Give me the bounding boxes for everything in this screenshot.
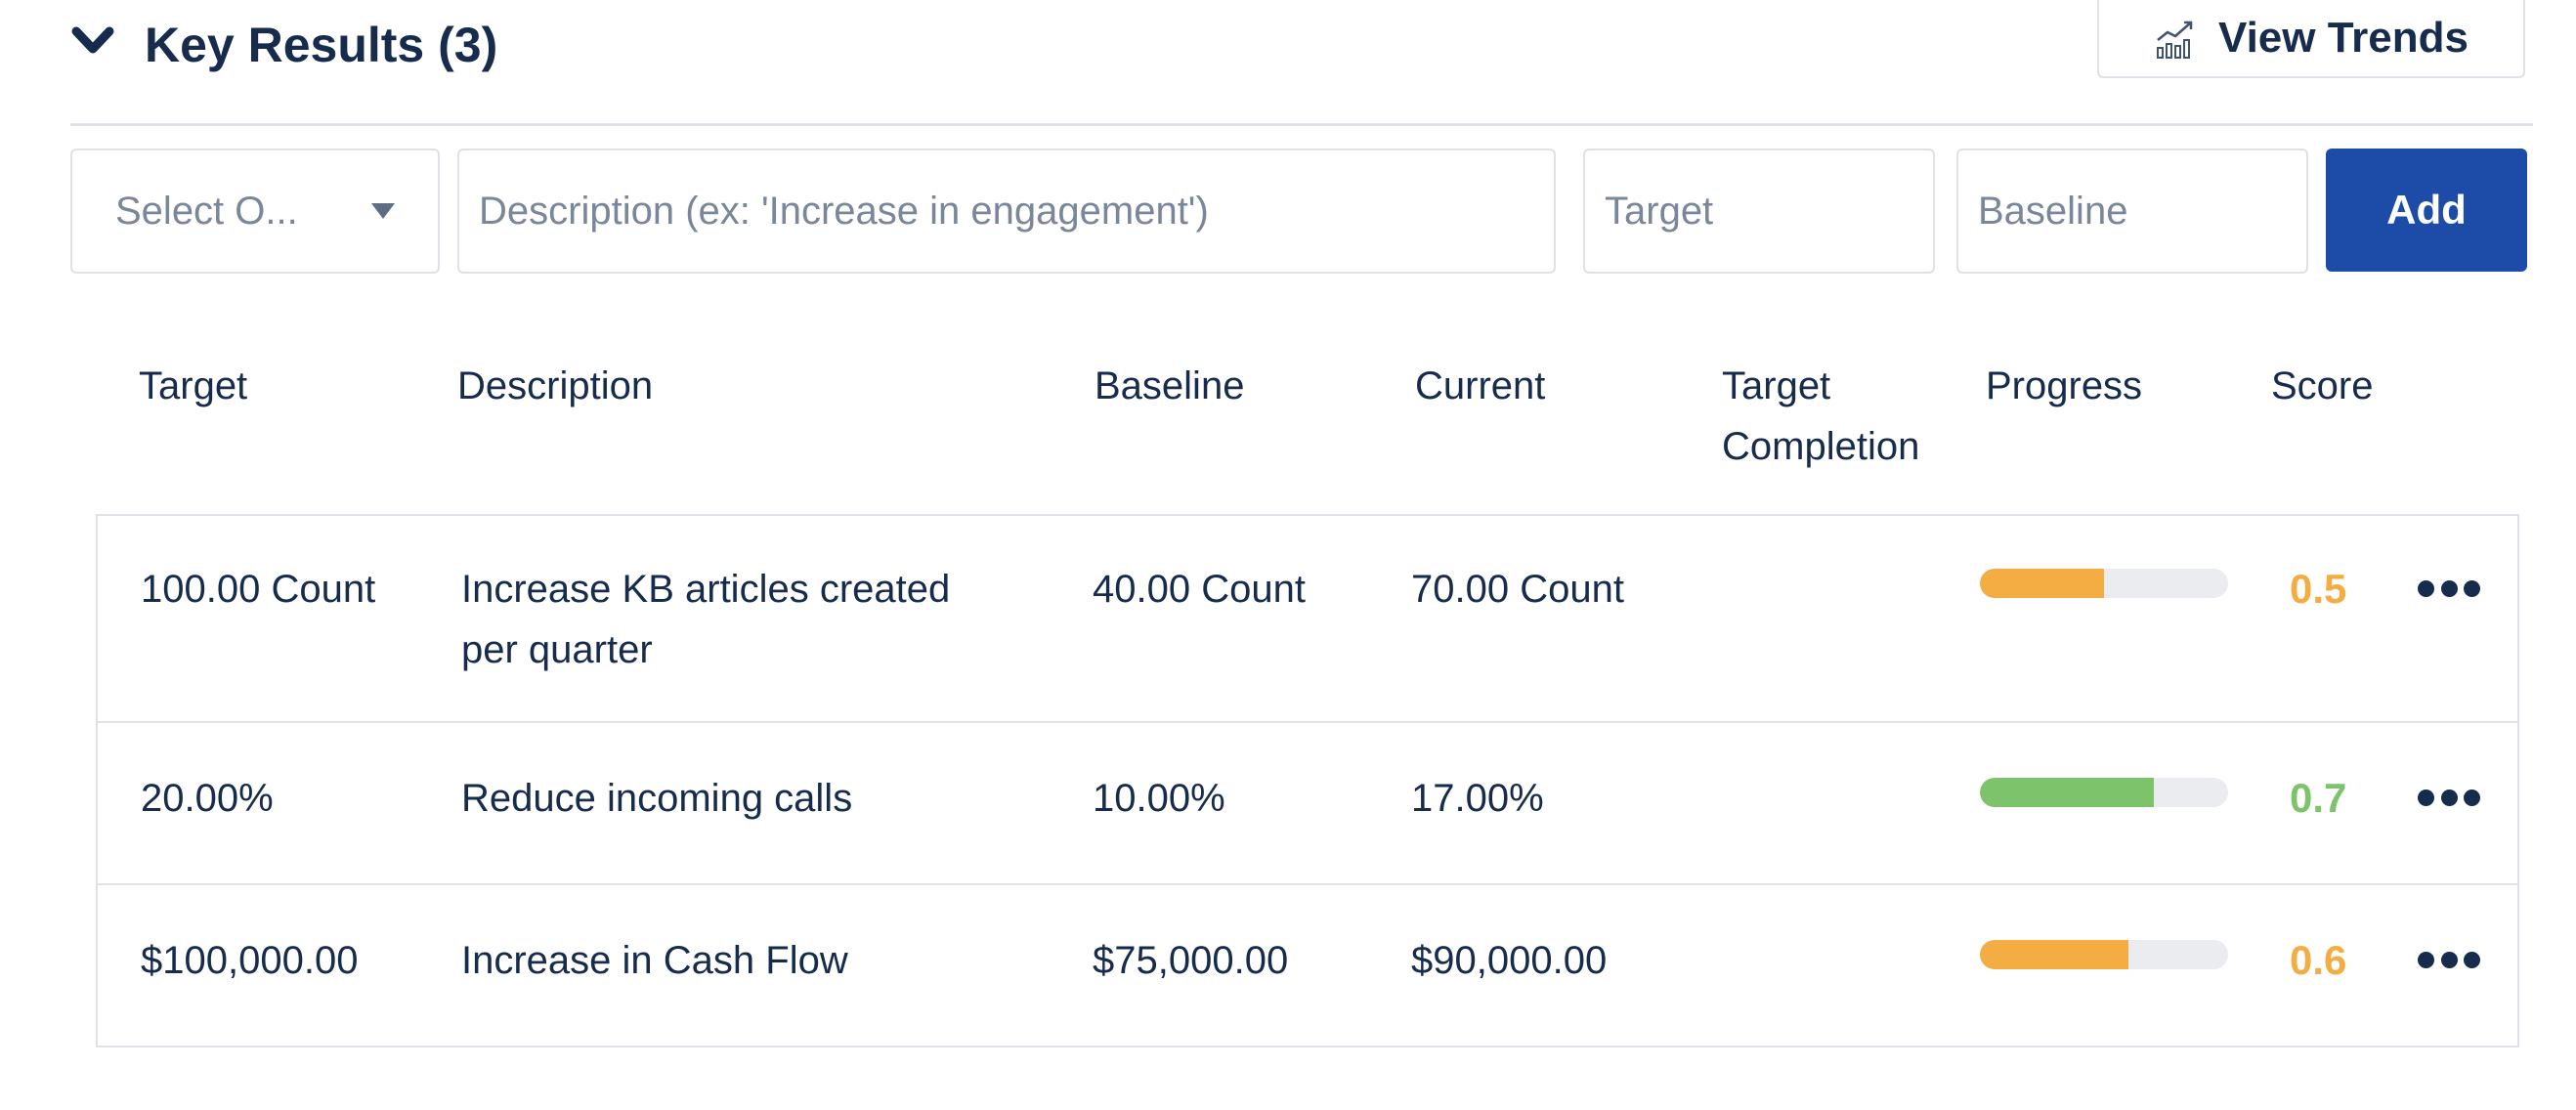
key-results-table <box>96 514 2519 1047</box>
more-horizontal-icon[interactable] <box>2418 580 2480 600</box>
row-current: 70.00 Count <box>1411 568 1624 611</box>
row-description-line1: Reduce incoming calls <box>461 777 853 820</box>
row-target: 100.00 Count <box>141 568 376 611</box>
column-header-target: Target <box>139 364 248 407</box>
column-header-target-completion: Target Completion <box>1722 356 1919 477</box>
objective-select-value: Select O... <box>115 189 298 233</box>
row-description-line1: Increase KB articles created <box>461 568 951 611</box>
more-horizontal-icon[interactable] <box>2418 790 2480 809</box>
column-header-description: Description <box>457 364 654 407</box>
row-description: Increase KB articles created per quarter <box>461 559 950 680</box>
description-input[interactable] <box>459 150 1554 272</box>
view-trends-label: View Trends <box>2218 13 2469 62</box>
section-title: Key Results (3) <box>145 18 498 72</box>
more-horizontal-icon[interactable] <box>2418 952 2480 971</box>
view-trends-button[interactable]: View Trends <box>2097 0 2525 78</box>
chevron-down-icon[interactable] <box>70 21 115 61</box>
target-field-wrapper <box>1583 149 1935 274</box>
description-field-wrapper <box>457 149 1556 274</box>
row-score: 0.7 <box>2290 775 2347 821</box>
add-button[interactable]: Add <box>2326 149 2527 272</box>
column-header-target-completion-line2: Completion <box>1722 425 1920 468</box>
progress-bar <box>1980 940 2228 969</box>
section-divider <box>70 123 2533 126</box>
row-divider <box>96 721 2519 723</box>
progress-bar-fill <box>1980 569 2104 598</box>
row-description-line2: per quarter <box>461 628 653 671</box>
baseline-input[interactable] <box>1958 150 2306 272</box>
column-header-baseline: Baseline <box>1095 364 1245 407</box>
baseline-field-wrapper <box>1956 149 2308 274</box>
progress-bar-fill <box>1980 778 2154 807</box>
row-current: $90,000.00 <box>1411 939 1608 982</box>
row-baseline: $75,000.00 <box>1093 939 1289 982</box>
target-input[interactable] <box>1585 150 1933 272</box>
row-target: 20.00% <box>141 777 274 820</box>
column-header-score: Score <box>2271 364 2374 407</box>
progress-bar-fill <box>1980 940 2129 969</box>
column-header-progress: Progress <box>1986 364 2143 407</box>
objective-select[interactable]: Select O... <box>70 149 440 274</box>
row-score: 0.5 <box>2290 566 2347 612</box>
caret-down-icon <box>371 203 395 219</box>
row-current: 17.00% <box>1411 777 1544 820</box>
progress-bar <box>1980 569 2228 598</box>
row-description: Increase in Cash Flow <box>461 930 848 991</box>
row-score: 0.6 <box>2290 937 2347 983</box>
row-baseline: 10.00% <box>1093 777 1225 820</box>
row-divider <box>96 883 2519 885</box>
row-description-line1: Increase in Cash Flow <box>461 939 848 982</box>
column-header-target-completion-line1: Target <box>1722 364 1831 407</box>
column-header-current: Current <box>1415 364 1546 407</box>
row-target: $100,000.00 <box>141 939 359 982</box>
row-baseline: 40.00 Count <box>1093 568 1306 611</box>
bar-chart-trend-icon <box>2157 21 2193 59</box>
progress-bar <box>1980 778 2228 807</box>
row-description: Reduce incoming calls <box>461 768 852 829</box>
